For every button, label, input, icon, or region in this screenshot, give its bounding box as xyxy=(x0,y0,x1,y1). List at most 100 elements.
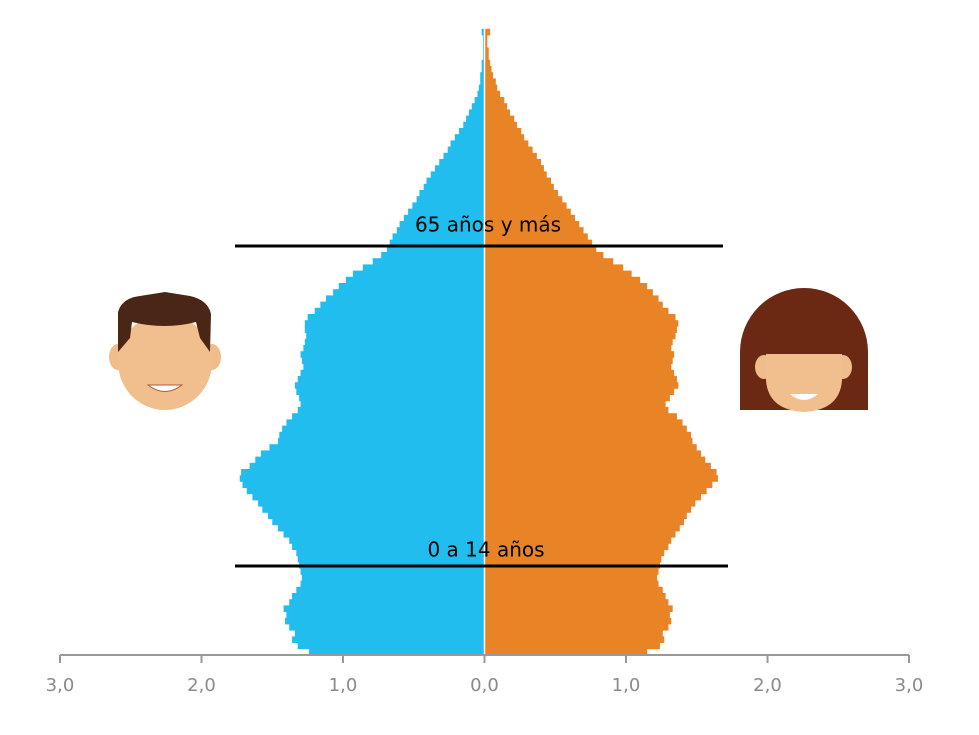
bar xyxy=(320,301,485,309)
bar xyxy=(484,481,713,488)
bar xyxy=(484,115,515,123)
bar xyxy=(314,307,485,315)
bar xyxy=(484,580,659,588)
bar xyxy=(303,345,485,352)
bar xyxy=(484,314,676,321)
bar xyxy=(484,407,669,414)
bar xyxy=(484,549,665,557)
bar xyxy=(484,345,672,352)
bar xyxy=(484,171,547,178)
bar xyxy=(484,66,492,73)
bar xyxy=(403,214,485,222)
bar xyxy=(477,90,485,98)
bar xyxy=(296,586,485,594)
bar xyxy=(484,245,597,253)
bar xyxy=(484,382,679,389)
bar xyxy=(471,103,485,110)
bar xyxy=(484,630,663,637)
bar xyxy=(484,97,505,104)
bar xyxy=(484,128,522,135)
bar xyxy=(484,190,559,197)
bar xyxy=(484,239,593,247)
bar xyxy=(481,66,485,73)
bar xyxy=(262,506,485,513)
bar xyxy=(484,295,659,302)
bar xyxy=(484,438,693,445)
bar xyxy=(484,177,552,185)
bar xyxy=(296,388,485,395)
bar xyxy=(292,636,485,643)
bar xyxy=(484,524,680,532)
bar xyxy=(484,568,659,575)
bar xyxy=(297,376,485,383)
annotation: 65 años y más xyxy=(415,213,561,237)
x-tick-label: 3,0 xyxy=(46,675,75,696)
bar xyxy=(277,438,485,445)
bar xyxy=(284,617,485,625)
bar xyxy=(484,605,673,612)
bar xyxy=(484,543,669,550)
bar xyxy=(463,121,485,129)
bar xyxy=(484,388,675,395)
bar xyxy=(484,134,525,141)
bar xyxy=(484,444,697,451)
bar xyxy=(484,574,658,581)
bar xyxy=(300,400,485,408)
bar xyxy=(307,314,485,321)
bar xyxy=(239,475,485,482)
bar xyxy=(430,171,485,178)
bar xyxy=(345,276,485,284)
bar xyxy=(484,53,489,61)
bar xyxy=(484,512,687,519)
bar xyxy=(484,369,675,377)
bar xyxy=(289,537,485,544)
bar xyxy=(289,624,485,631)
bar xyxy=(241,469,485,476)
bar xyxy=(272,518,485,526)
bar xyxy=(292,413,485,420)
bar xyxy=(408,208,485,216)
bar xyxy=(294,630,485,637)
bar xyxy=(306,332,485,340)
bar xyxy=(252,493,485,501)
bar xyxy=(279,431,485,439)
bar xyxy=(282,425,485,433)
bar xyxy=(260,450,485,457)
bar xyxy=(286,611,485,619)
bar xyxy=(484,146,533,154)
bar xyxy=(303,363,485,371)
bar xyxy=(297,642,485,650)
bar xyxy=(484,252,604,259)
bar xyxy=(269,444,485,451)
bar xyxy=(484,518,685,526)
bar xyxy=(484,617,672,625)
bar xyxy=(484,326,677,333)
bar xyxy=(484,227,584,234)
bar xyxy=(352,270,485,278)
bar xyxy=(277,524,485,532)
bar xyxy=(484,555,662,563)
bar xyxy=(484,425,687,433)
bar xyxy=(484,289,653,296)
bar xyxy=(292,593,485,600)
bar xyxy=(484,258,614,265)
bar xyxy=(381,252,485,259)
bar xyxy=(484,351,675,358)
bar xyxy=(484,338,673,346)
bar xyxy=(268,512,485,519)
bar xyxy=(484,586,663,594)
bar xyxy=(439,159,485,166)
bar xyxy=(419,190,485,197)
bar xyxy=(484,183,554,191)
bar xyxy=(283,531,485,538)
bar xyxy=(484,636,665,643)
bar xyxy=(297,407,485,414)
bar xyxy=(484,152,537,160)
bar xyxy=(484,419,683,426)
bar xyxy=(447,146,485,154)
bar xyxy=(412,202,485,209)
bar xyxy=(466,115,485,123)
bar xyxy=(484,462,711,470)
